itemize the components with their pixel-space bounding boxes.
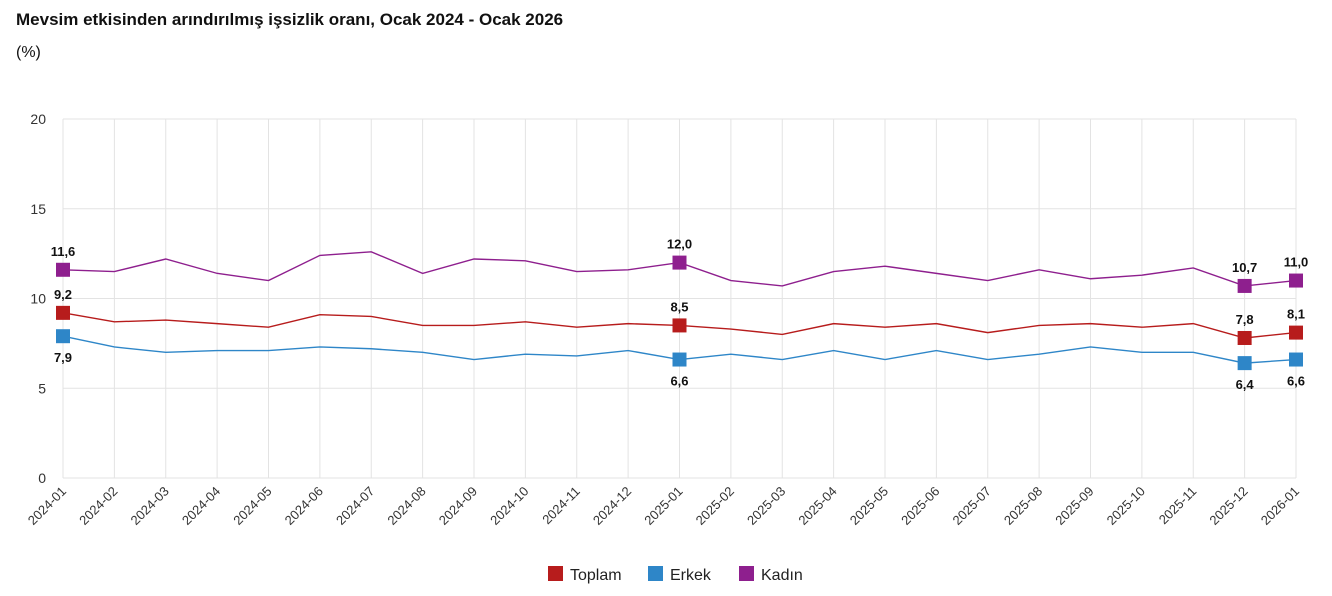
- data-label: 8,5: [670, 299, 688, 314]
- x-tick-label: 2024-03: [128, 484, 172, 528]
- data-label: 7,9: [54, 350, 72, 365]
- legend-label-toplam: Toplam: [570, 567, 622, 584]
- x-tick-label: 2024-05: [230, 484, 274, 528]
- x-tick-label: 2025-12: [1206, 484, 1250, 528]
- chart-title: Mevsim etkisinden arındırılmış işsizlik …: [16, 10, 564, 29]
- x-tick-label: 2026-01: [1258, 484, 1302, 528]
- y-tick-label: 0: [38, 470, 46, 486]
- x-tick-label: 2025-03: [744, 484, 788, 528]
- x-tick-label: 2024-08: [384, 484, 428, 528]
- legend-marker-erkek: [648, 566, 663, 581]
- data-point-marker: [1289, 325, 1303, 340]
- data-label: 12,0: [667, 237, 692, 252]
- data-point-marker: [672, 352, 687, 367]
- x-tick-label: 2024-12: [590, 484, 634, 528]
- y-tick-label: 10: [30, 291, 46, 307]
- x-tick-label: 2024-07: [333, 484, 377, 528]
- y-tick-label: 20: [30, 111, 46, 127]
- data-point-marker: [56, 262, 70, 277]
- x-tick-label: 2025-10: [1104, 484, 1148, 528]
- x-tick-label: 2024-04: [179, 484, 223, 528]
- data-label: 10,7: [1232, 260, 1257, 275]
- x-tick-label: 2025-04: [795, 484, 839, 528]
- data-point-marker: [56, 329, 70, 344]
- y-tick-label: 5: [38, 380, 46, 396]
- data-label: 8,1: [1287, 307, 1305, 322]
- data-point-marker: [1237, 278, 1252, 293]
- legend-marker-toplam: [548, 566, 563, 581]
- data-point-marker: [1289, 273, 1303, 288]
- data-point-marker: [1289, 352, 1303, 367]
- x-tick-label: 2024-10: [487, 484, 531, 528]
- x-tick-label: 2024-09: [436, 484, 480, 528]
- data-label: 6,6: [1287, 374, 1305, 389]
- x-tick-label: 2025-09: [1052, 484, 1096, 528]
- x-tick-label: 2025-11: [1156, 484, 1200, 528]
- x-tick-label: 2024-11: [539, 484, 583, 528]
- data-label: 6,4: [1236, 377, 1255, 392]
- chart-subtitle: (%): [16, 44, 41, 61]
- data-point-marker: [1237, 330, 1252, 345]
- data-point-marker: [672, 318, 687, 333]
- data-label: 11,6: [51, 244, 76, 259]
- x-tick-label: 2025-01: [641, 484, 685, 528]
- data-point-marker: [672, 255, 687, 270]
- x-tick-label: 2024-01: [25, 484, 69, 528]
- y-tick-label: 15: [30, 201, 46, 217]
- legend-label-erkek: Erkek: [670, 567, 712, 584]
- data-point-marker: [1237, 356, 1252, 371]
- legend-marker-kadın: [739, 566, 754, 581]
- data-point-marker: [56, 305, 70, 320]
- x-tick-label: 2025-06: [898, 484, 942, 528]
- x-tick-label: 2024-06: [282, 484, 326, 528]
- data-label: 6,6: [670, 374, 688, 389]
- data-label: 7,8: [1236, 312, 1254, 327]
- data-label: 9,2: [54, 287, 72, 302]
- x-tick-label: 2025-08: [1001, 484, 1045, 528]
- x-tick-label: 2025-02: [693, 484, 737, 528]
- x-tick-label: 2025-05: [847, 484, 891, 528]
- data-label: 11,0: [1284, 255, 1309, 270]
- legend-label-kadın: Kadın: [761, 567, 803, 584]
- x-tick-label: 2025-07: [950, 484, 994, 528]
- x-tick-label: 2024-02: [76, 484, 120, 528]
